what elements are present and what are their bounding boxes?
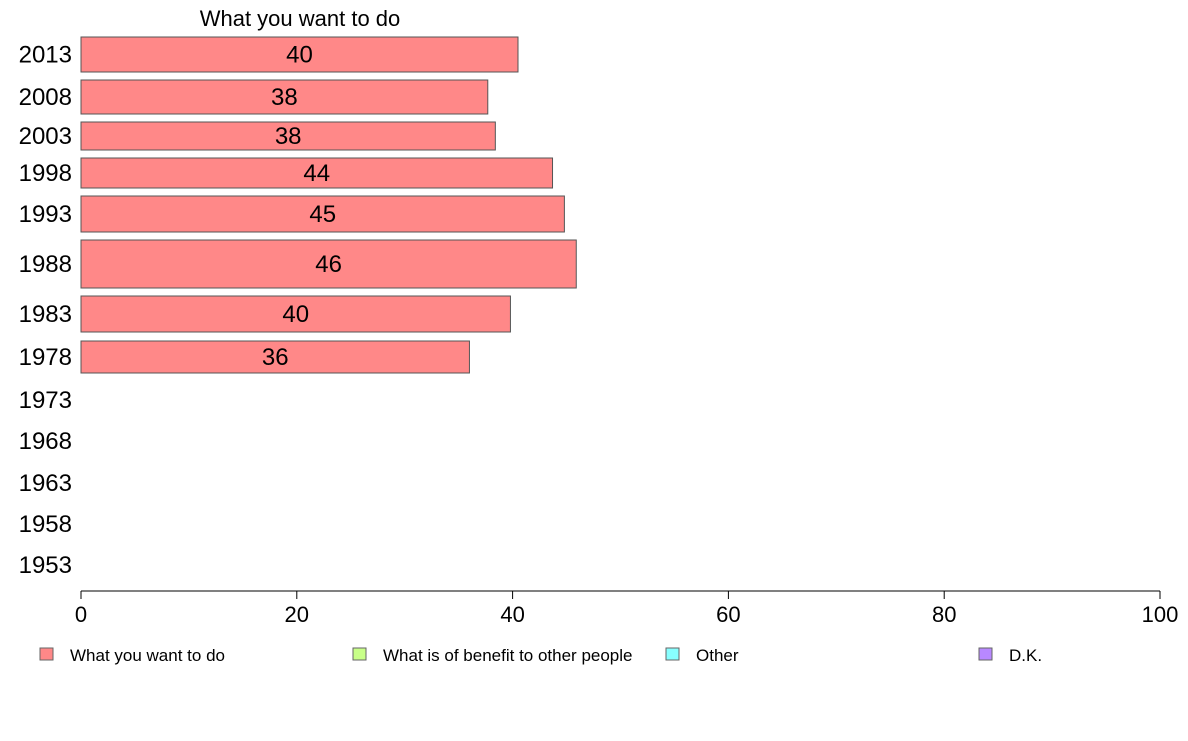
y-tick-label: 2003 (19, 123, 72, 150)
legend: What you want to do What is of benefit to… (39, 646, 1042, 665)
data-label: 46 (315, 251, 342, 278)
legend-item: What is of benefit to other people (352, 646, 633, 665)
y-tick-label: 1993 (19, 201, 72, 228)
legend-item: D.K. (978, 646, 1042, 665)
y-tick-label: 2008 (19, 84, 72, 111)
bar (80, 239, 577, 289)
bar (80, 36, 519, 73)
y-tick-label: 1983 (19, 301, 72, 328)
x-tick-label: 60 (716, 602, 740, 627)
y-tick-label: 1988 (19, 251, 72, 278)
legend-swatch (39, 647, 54, 661)
y-tick-label: 1973 (19, 387, 72, 414)
data-label: 38 (275, 123, 302, 150)
legend-label: Other (696, 646, 739, 665)
y-axis-labels: 2013 2008 2003 1998 1993 1988 1983 1978 1973 1968… (19, 42, 72, 580)
x-tick-label: 0 (75, 602, 87, 627)
legend-swatch (352, 647, 367, 661)
bar (80, 340, 470, 374)
y-tick-label: 1968 (19, 428, 72, 455)
x-tick-label: 20 (285, 602, 309, 627)
x-tick-label: 40 (500, 602, 524, 627)
chart-title: What you want to do (200, 6, 401, 31)
y-tick-label: 1978 (19, 344, 72, 371)
y-tick-label: 1963 (19, 470, 72, 497)
y-tick-label: 1953 (19, 552, 72, 579)
legend-swatch (978, 647, 993, 661)
bar (80, 195, 565, 233)
legend-label: What is of benefit to other people (383, 646, 633, 665)
data-label: 45 (309, 201, 336, 228)
data-label: 38 (271, 84, 298, 111)
legend-label: What you want to do (70, 646, 225, 665)
y-tick-label: 1998 (19, 160, 72, 187)
bar (80, 121, 496, 151)
bar (80, 157, 554, 189)
bar (80, 79, 489, 115)
legend-item: What you want to do (39, 646, 225, 665)
data-label: 40 (282, 301, 309, 328)
data-label: 40 (286, 42, 313, 69)
legend-label: D.K. (1009, 646, 1042, 665)
y-tick-label: 2013 (19, 42, 72, 69)
y-tick-label: 1958 (19, 511, 72, 538)
x-axis: 0 20 40 60 80 100 (75, 590, 1179, 627)
x-tick-label: 100 (1142, 602, 1179, 627)
data-label: 44 (303, 160, 330, 187)
legend-swatch (665, 647, 680, 661)
legend-item: Other (665, 646, 739, 665)
data-label: 36 (262, 344, 289, 371)
x-tick-label: 80 (932, 602, 956, 627)
bar (80, 295, 511, 333)
